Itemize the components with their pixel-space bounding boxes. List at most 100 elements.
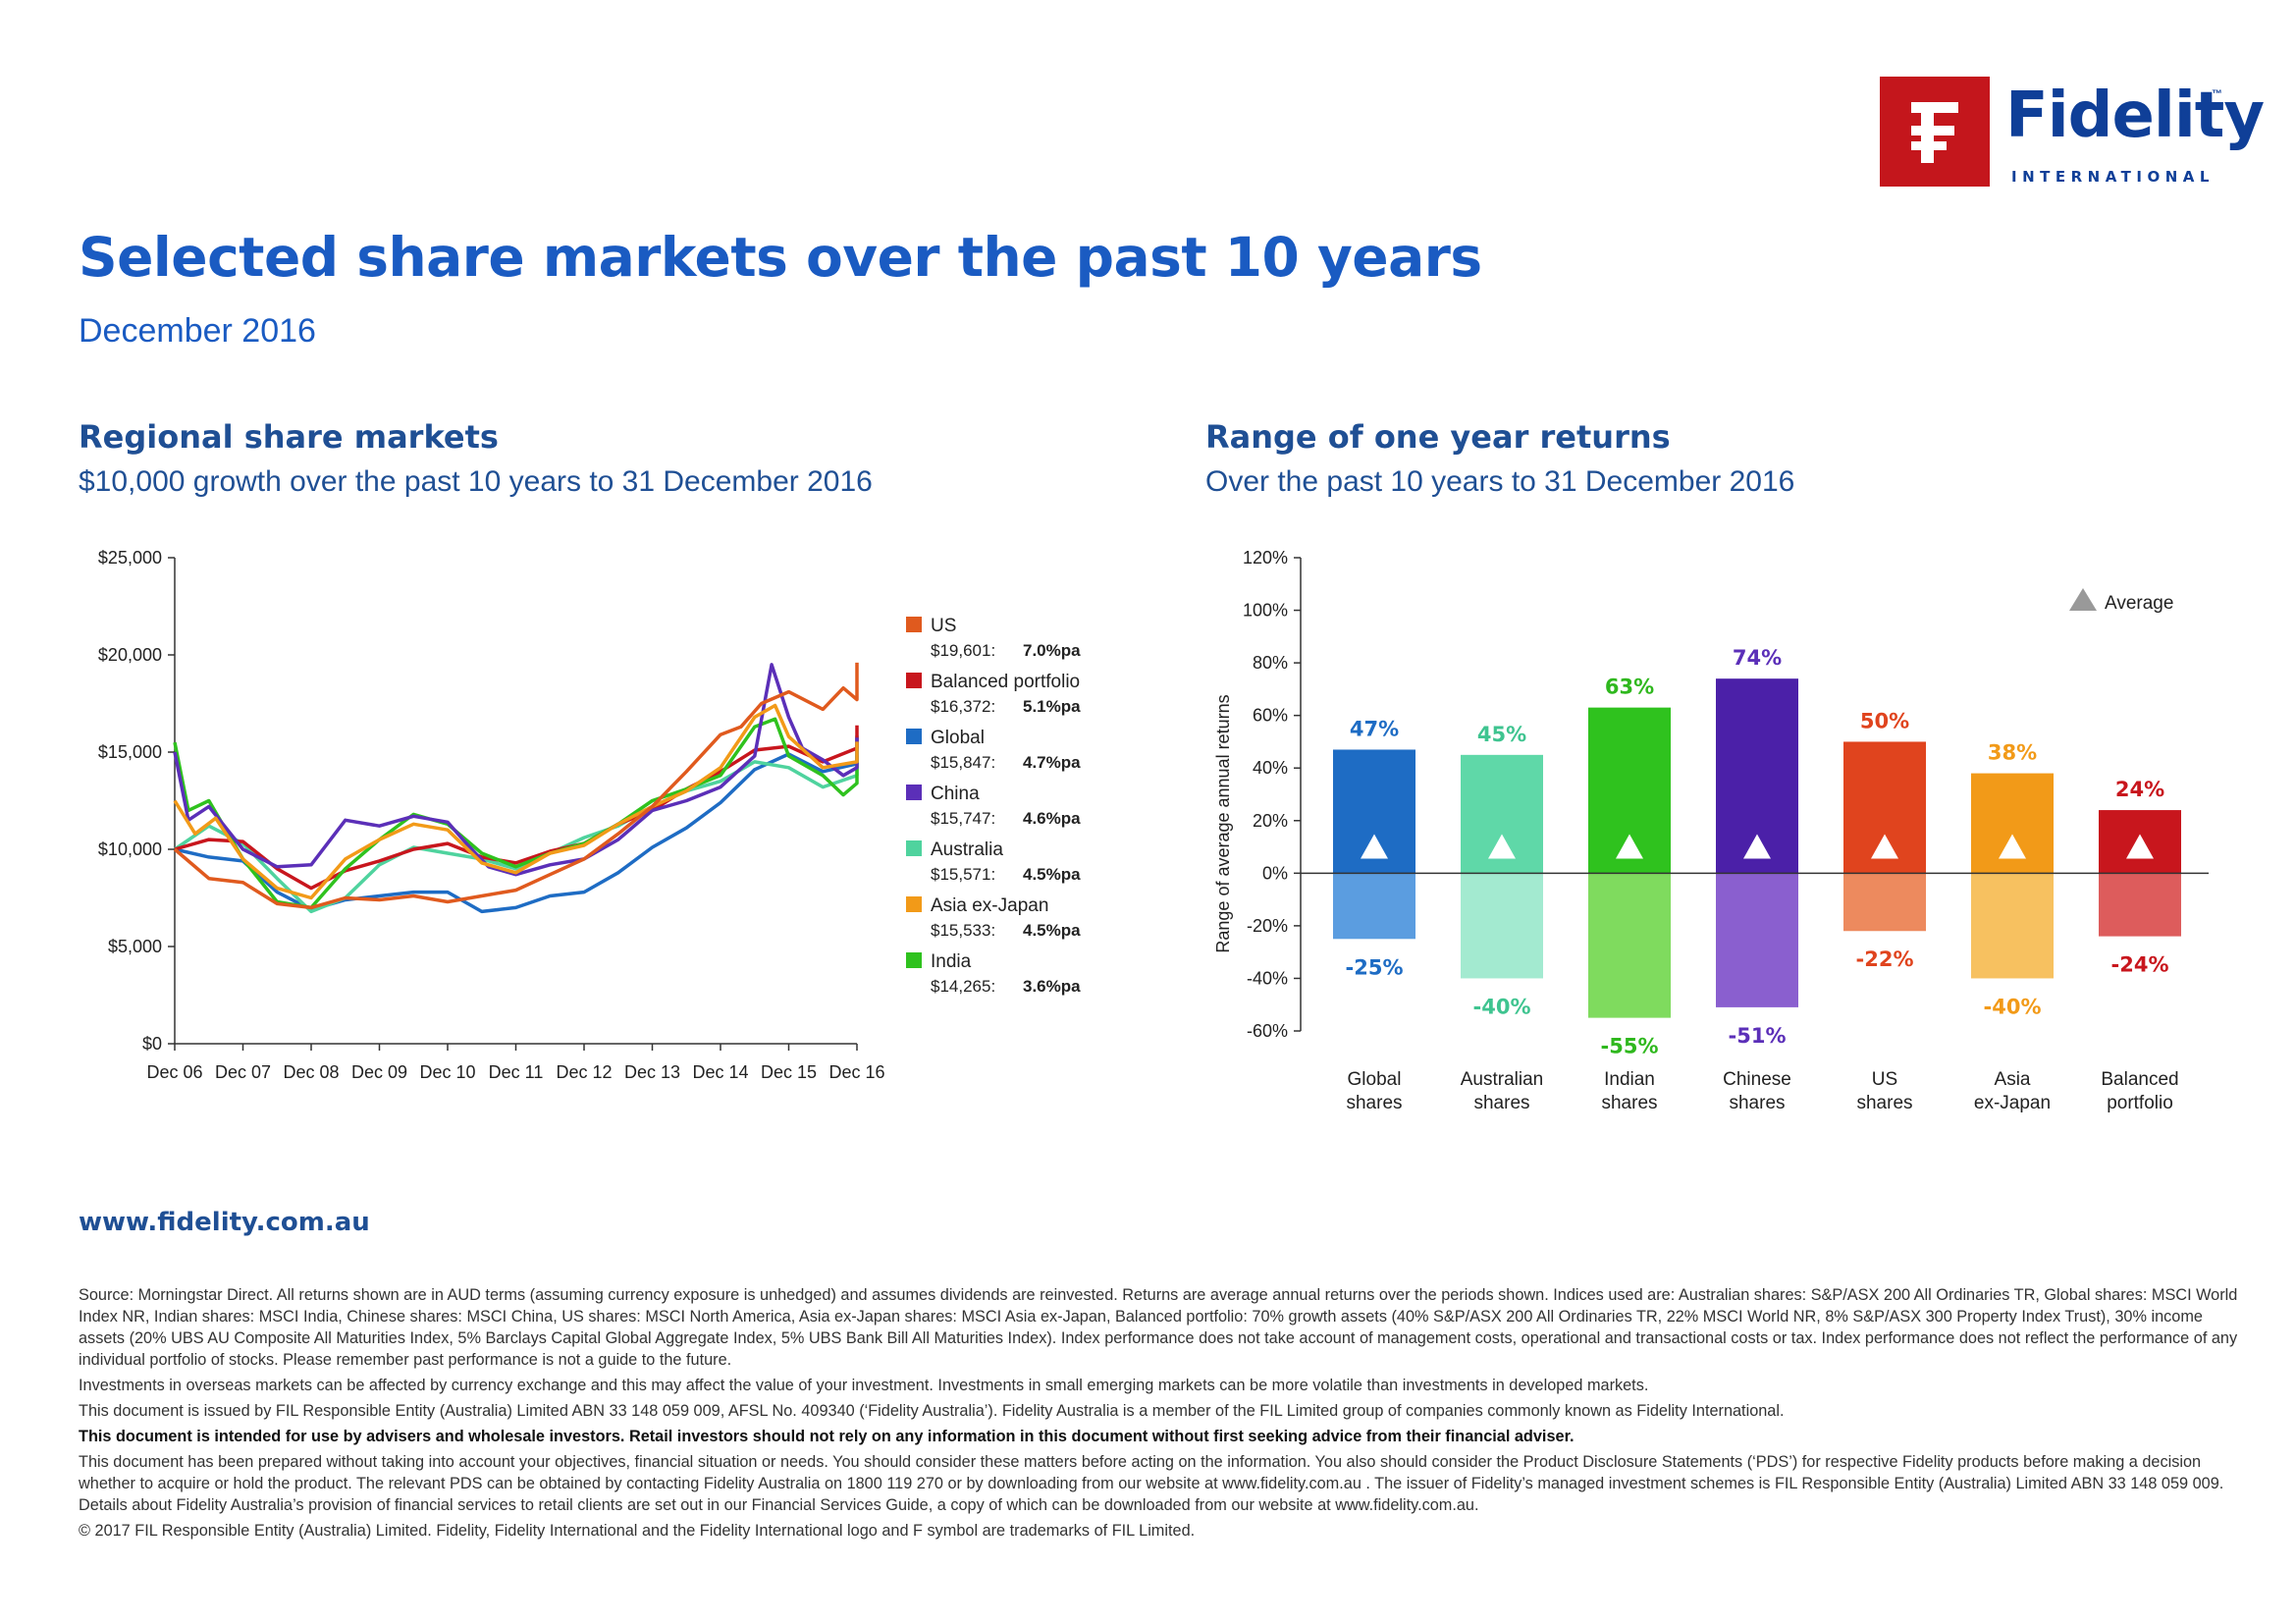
bar-max [1716, 678, 1798, 874]
left-section-title: Regional share markets [79, 418, 499, 456]
category-label: US [1872, 1069, 1897, 1090]
bar-chart-legend: Average [2069, 588, 2173, 614]
legend-final-value: $15,847: [931, 753, 995, 772]
bar-group: 47% -25% Global shares [1333, 717, 1415, 1113]
average-marker [1361, 834, 1388, 859]
x-tick-label: Dec 06 [146, 1062, 202, 1082]
x-tick-label: Dec 07 [215, 1062, 271, 1082]
category-label: Balanced [2101, 1069, 2178, 1090]
legend-cagr: 7.0%pa [1023, 641, 1081, 660]
y-tick-label: 0% [1262, 863, 1288, 883]
legend-final-value: $15,533: [931, 921, 995, 940]
legend-final-value: $15,571: [931, 865, 995, 884]
y-tick-label: $5,000 [108, 937, 162, 956]
bar-min-label: -40% [1473, 995, 1531, 1018]
left-section-subtitle: $10,000 growth over the past 10 years to… [79, 465, 873, 498]
legend-name: China [931, 784, 980, 804]
category-label: shares [1856, 1093, 1912, 1113]
y-tick-label: 20% [1253, 811, 1288, 831]
disclaimer-paragraph: This document is intended for use by adv… [79, 1428, 1575, 1445]
legend-name: India [931, 951, 972, 972]
y-tick-label: $20,000 [98, 645, 162, 665]
y-tick-label: 40% [1253, 758, 1288, 778]
x-tick-label: Dec 11 [489, 1062, 544, 1082]
logo-wordmark: Fidelity [2005, 80, 2265, 152]
bar-min [1333, 873, 1415, 940]
legend-cagr: 4.6%pa [1023, 809, 1081, 828]
legend-cagr: 3.6%pa [1023, 977, 1081, 996]
legend-item: US $19,601: 7.0%pa [906, 616, 1081, 660]
bar-max-label: 24% [2115, 778, 2164, 801]
line-chart-legend: US $19,601: 7.0%pa Balanced portfolio $16,37… [906, 616, 1081, 996]
bar-min [2099, 873, 2181, 937]
category-label: ex-Japan [1974, 1093, 2051, 1113]
bar-group: 63% -55% Indian shares [1588, 676, 1671, 1113]
x-tick-label: Dec 15 [761, 1062, 817, 1082]
legend-final-value: $19,601: [931, 641, 995, 660]
right-section-title: Range of one year returns [1205, 418, 1671, 456]
x-tick-label: Dec 12 [556, 1062, 612, 1082]
category-label: shares [1601, 1093, 1657, 1113]
bar-max-label: 63% [1605, 676, 1654, 699]
average-marker [2126, 834, 2154, 859]
x-tick-label: Dec 14 [692, 1062, 748, 1082]
category-label: Global [1348, 1069, 1402, 1090]
x-tick-label: Dec 09 [351, 1062, 407, 1082]
category-label: shares [1346, 1093, 1402, 1113]
y-tick-label: 60% [1253, 706, 1288, 726]
website-link[interactable]: www.fidelity.com.au [79, 1208, 370, 1237]
bar-min-label: -24% [2111, 953, 2169, 977]
series-line-china [173, 663, 859, 877]
bar-max [1461, 754, 1543, 874]
category-label: Chinese [1723, 1069, 1791, 1090]
category-label: shares [1473, 1093, 1529, 1113]
legend-swatch [906, 673, 922, 688]
category-label: Australian [1461, 1069, 1544, 1090]
legend-name: US [931, 616, 956, 636]
disclaimer-paragraph: This document has been prepared without … [79, 1453, 2224, 1514]
bar-min [1843, 873, 1926, 932]
bar-max-label: 45% [1477, 723, 1526, 746]
legend-swatch [906, 617, 922, 632]
bar-max-label: 38% [1988, 741, 2037, 765]
category-label: portfolio [2107, 1093, 2173, 1113]
legend-swatch [906, 952, 922, 968]
y-tick-label: -40% [1247, 968, 1288, 988]
logo-subtitle: INTERNATIONAL [2011, 168, 2215, 186]
x-tick-label: Dec 10 [419, 1062, 475, 1082]
average-legend-label: Average [2105, 593, 2173, 614]
bar-min [1716, 873, 1798, 1007]
bar-max [2099, 810, 2181, 874]
logo-trademark: ™ [2212, 88, 2222, 100]
legend-swatch [906, 729, 922, 744]
bar-max-label: 50% [1860, 709, 1909, 732]
average-marker [1616, 834, 1643, 859]
bar-max [1333, 749, 1415, 874]
legend-cagr: 4.7%pa [1023, 753, 1081, 772]
legend-final-value: $15,747: [931, 809, 995, 828]
bar-group: 50% -22% US shares [1843, 709, 1926, 1113]
y-tick-label: 80% [1253, 653, 1288, 673]
legend-final-value: $14,265: [931, 977, 995, 996]
bar-min-label: -51% [1729, 1024, 1787, 1048]
bar-max-label: 74% [1733, 646, 1782, 670]
series-line-us [173, 662, 859, 910]
line-chart-series [173, 662, 859, 914]
right-section-subtitle: Over the past 10 years to 31 December 20… [1205, 465, 1795, 498]
legend-final-value: $16,372: [931, 697, 995, 716]
disclaimer: Source: Morningstar Direct. All returns … [79, 1284, 2238, 1545]
legend-cagr: 4.5%pa [1023, 921, 1081, 940]
y-tick-label: 120% [1243, 548, 1288, 568]
legend-item: India $14,265: 3.6%pa [906, 951, 1081, 996]
category-label: Indian [1604, 1069, 1655, 1090]
legend-item: China $15,747: 4.6%pa [906, 784, 1081, 828]
legend-swatch [906, 785, 922, 800]
bar-chart-bars: 47% -25% Global shares 45% -40% Australian shar… [1301, 646, 2209, 1113]
legend-cagr: 5.1%pa [1023, 697, 1081, 716]
average-legend-icon [2069, 588, 2097, 611]
series-line-australia [174, 740, 859, 914]
disclaimer-paragraph: © 2017 FIL Responsible Entity (Australia… [79, 1522, 1196, 1540]
fidelity-logo: Fidelity ™ INTERNATIONAL [1880, 77, 2265, 187]
x-tick-label: Dec 13 [624, 1062, 680, 1082]
y-tick-label: $10,000 [98, 839, 162, 859]
